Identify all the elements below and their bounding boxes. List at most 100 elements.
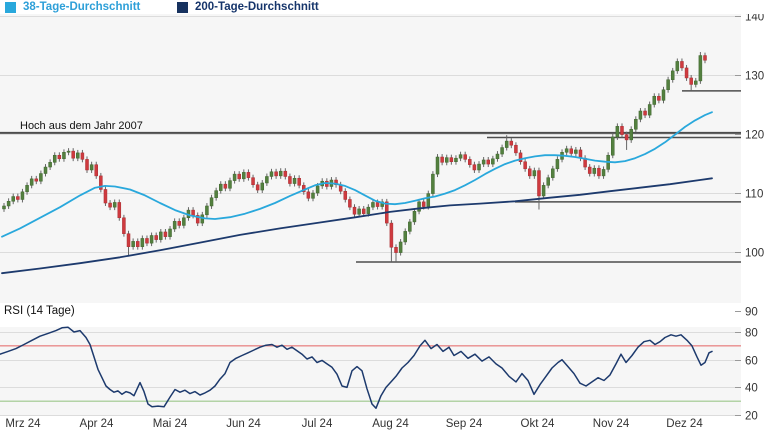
chart-legend: 38-Tage-Durchschnitt 200-Tage-Durchschni… bbox=[0, 0, 765, 14]
candle-up bbox=[182, 217, 186, 226]
candle-up bbox=[2, 205, 6, 210]
candle-up bbox=[168, 228, 172, 237]
candle-up bbox=[403, 231, 407, 243]
x-axis-label: Jul 24 bbox=[302, 418, 333, 430]
candle-up bbox=[366, 206, 371, 214]
x-axis-label: Dez 24 bbox=[666, 418, 703, 430]
candle-down bbox=[177, 221, 181, 226]
candle-up bbox=[43, 166, 48, 174]
candle-down bbox=[297, 178, 301, 186]
candle-down bbox=[657, 95, 661, 101]
candle-up bbox=[698, 55, 703, 82]
candle-up bbox=[638, 110, 643, 120]
candle-up bbox=[11, 196, 15, 202]
price-axis-label: 110 bbox=[745, 189, 763, 201]
candle-up bbox=[172, 221, 177, 230]
rsi-axis-label: 20 bbox=[745, 411, 758, 423]
candle-up bbox=[412, 211, 417, 223]
candle-up bbox=[546, 177, 550, 186]
candle-up bbox=[500, 147, 504, 155]
candle-down bbox=[191, 209, 195, 216]
candle-up bbox=[670, 70, 675, 80]
ma200-line bbox=[1, 177, 713, 275]
candle-up bbox=[477, 163, 481, 171]
ma200-color-swatch bbox=[177, 1, 188, 13]
candle-down bbox=[421, 201, 426, 207]
candle-up bbox=[205, 205, 209, 216]
candle-down bbox=[306, 191, 311, 199]
candle-down bbox=[195, 215, 200, 224]
candle-up bbox=[89, 164, 94, 171]
candle-up bbox=[431, 173, 435, 194]
candle-up bbox=[29, 178, 34, 186]
candle-down bbox=[509, 140, 514, 146]
candle-down bbox=[528, 168, 532, 177]
candle-up bbox=[541, 185, 546, 197]
candle-down bbox=[472, 164, 477, 171]
price-axis-label: 130 bbox=[745, 71, 764, 83]
candle-up bbox=[615, 126, 620, 138]
rsi-curve bbox=[0, 326, 713, 409]
candle-down bbox=[85, 159, 89, 171]
candle-up bbox=[228, 180, 232, 189]
candle-down bbox=[689, 77, 693, 85]
candle-up bbox=[495, 153, 500, 160]
candle-down bbox=[103, 189, 108, 204]
candle-up bbox=[481, 159, 486, 165]
candle-down bbox=[154, 235, 158, 240]
candle-down bbox=[684, 67, 689, 79]
candle-down bbox=[703, 55, 707, 61]
rsi-axis-label: 40 bbox=[745, 383, 758, 395]
candle-up bbox=[269, 171, 274, 177]
candle-up bbox=[491, 158, 495, 165]
candle-up bbox=[265, 176, 269, 184]
candle-up bbox=[532, 170, 537, 177]
candle-down bbox=[274, 171, 278, 177]
candle-down bbox=[518, 152, 523, 162]
candle-up bbox=[112, 202, 117, 208]
x-axis-label: Aug 24 bbox=[372, 418, 409, 430]
candle-down bbox=[94, 164, 98, 177]
candle-down bbox=[680, 61, 684, 69]
candle-up bbox=[458, 154, 463, 159]
candle-up bbox=[601, 169, 606, 177]
legend-item-ma38: 38-Tage-Durchschnitt bbox=[5, 1, 140, 13]
candle-down bbox=[122, 217, 126, 234]
candle-up bbox=[454, 157, 458, 162]
candle-up bbox=[398, 241, 403, 253]
candle-down bbox=[223, 183, 228, 189]
candle-down bbox=[468, 159, 472, 165]
candle-down bbox=[537, 170, 541, 197]
candle-up bbox=[76, 152, 80, 159]
candle-down bbox=[624, 134, 629, 141]
candle-up bbox=[159, 231, 163, 240]
price-axis-label: 140 bbox=[745, 12, 764, 24]
x-axis-label: Sep 24 bbox=[446, 418, 483, 430]
candle-down bbox=[126, 233, 131, 247]
candle-down bbox=[348, 199, 352, 208]
candle-down bbox=[361, 208, 366, 214]
candle-down bbox=[587, 166, 592, 174]
candle-up bbox=[694, 80, 698, 85]
candle-down bbox=[352, 206, 357, 215]
candle-up bbox=[315, 185, 320, 194]
candle-down bbox=[34, 178, 39, 182]
candle-up bbox=[629, 129, 633, 141]
candle-up bbox=[209, 197, 214, 207]
candle-up bbox=[219, 183, 223, 191]
ma200-legend-label: 200-Tage-Durchschnitt bbox=[195, 1, 319, 13]
candle-up bbox=[242, 172, 246, 180]
candle-down bbox=[80, 152, 85, 160]
candle-down bbox=[145, 238, 149, 244]
candle-up bbox=[39, 173, 43, 182]
candle-up bbox=[292, 178, 297, 184]
candle-up bbox=[574, 149, 578, 154]
candle-up bbox=[48, 162, 52, 168]
price-axis-label: 100 bbox=[745, 248, 764, 260]
candle-up bbox=[675, 61, 680, 72]
candle-up bbox=[435, 156, 440, 175]
candle-down bbox=[597, 167, 601, 177]
candle-down bbox=[440, 156, 444, 163]
